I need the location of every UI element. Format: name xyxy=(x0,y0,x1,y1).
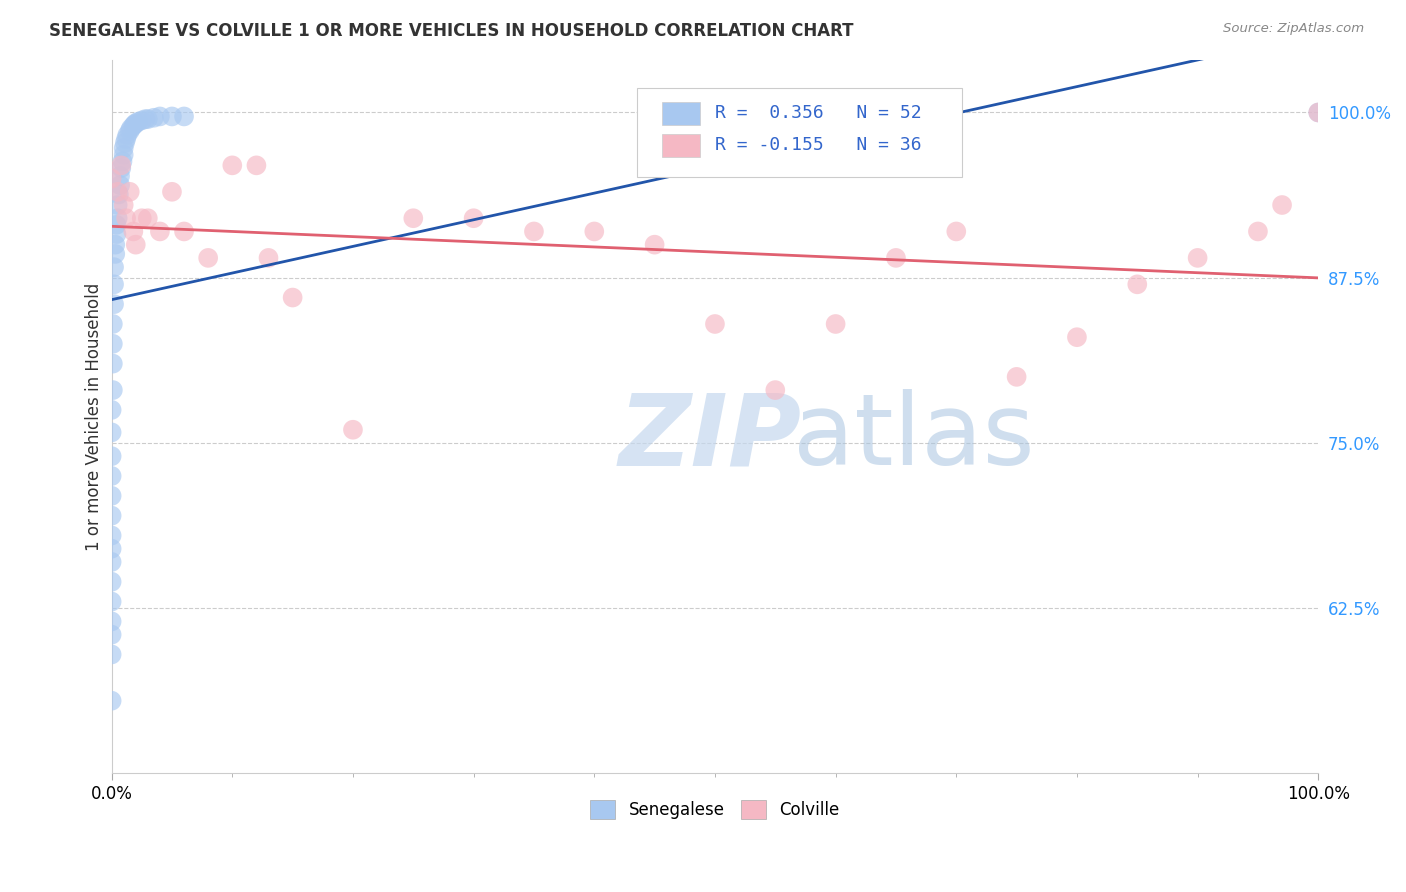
Point xyxy=(136,211,159,226)
Point xyxy=(111,154,134,169)
Point xyxy=(1126,277,1149,292)
Point xyxy=(103,297,125,311)
Point xyxy=(583,224,606,238)
FancyBboxPatch shape xyxy=(637,88,962,178)
Point xyxy=(100,469,122,483)
Point xyxy=(1066,330,1088,344)
Point xyxy=(115,211,138,226)
Point xyxy=(342,423,364,437)
Bar xyxy=(662,102,700,125)
Point xyxy=(112,198,135,212)
Point xyxy=(104,247,127,261)
Point xyxy=(107,185,129,199)
Point xyxy=(115,132,138,146)
Point xyxy=(945,224,967,238)
Point xyxy=(1308,105,1330,120)
Point xyxy=(108,178,131,193)
Point xyxy=(100,648,122,662)
Point xyxy=(100,574,122,589)
Point xyxy=(100,694,122,708)
Point xyxy=(112,141,135,155)
Point xyxy=(110,161,132,175)
Point xyxy=(101,383,124,397)
Point xyxy=(125,237,148,252)
Text: SENEGALESE VS COLVILLE 1 OR MORE VEHICLES IN HOUSEHOLD CORRELATION CHART: SENEGALESE VS COLVILLE 1 OR MORE VEHICLE… xyxy=(49,22,853,40)
Point xyxy=(257,251,280,265)
Point xyxy=(110,158,132,172)
Point xyxy=(173,110,195,124)
Point xyxy=(112,148,135,162)
Point xyxy=(100,615,122,629)
Point xyxy=(117,128,139,142)
Point xyxy=(134,112,156,127)
Point xyxy=(884,251,907,265)
Point xyxy=(142,111,165,125)
Point xyxy=(763,383,786,397)
Point xyxy=(103,260,125,274)
Point xyxy=(704,317,727,331)
Point xyxy=(122,119,145,133)
Point xyxy=(107,211,129,226)
Point xyxy=(1247,224,1270,238)
Point xyxy=(281,291,304,305)
Point xyxy=(120,121,142,136)
Point xyxy=(101,357,124,371)
Point xyxy=(101,317,124,331)
Point xyxy=(118,185,141,199)
Point xyxy=(118,124,141,138)
Point xyxy=(125,116,148,130)
Point xyxy=(108,169,131,183)
Point xyxy=(100,541,122,556)
Point xyxy=(221,158,243,172)
Point xyxy=(824,317,846,331)
Point xyxy=(131,113,153,128)
Text: Source: ZipAtlas.com: Source: ZipAtlas.com xyxy=(1223,22,1364,36)
Point xyxy=(100,627,122,641)
Point xyxy=(105,227,128,241)
Point xyxy=(100,555,122,569)
Point xyxy=(100,528,122,542)
Point xyxy=(100,594,122,608)
Point xyxy=(160,110,183,124)
Y-axis label: 1 or more Vehicles in Household: 1 or more Vehicles in Household xyxy=(86,283,103,550)
Point xyxy=(103,277,125,292)
Point xyxy=(122,224,145,238)
Text: R = -0.155   N = 36: R = -0.155 N = 36 xyxy=(716,136,921,154)
Point xyxy=(149,224,172,238)
Text: ZIP: ZIP xyxy=(619,390,801,486)
Point xyxy=(108,187,131,202)
Point xyxy=(644,237,666,252)
Point xyxy=(100,171,122,186)
Point xyxy=(100,489,122,503)
Point xyxy=(100,425,122,440)
Point xyxy=(1308,105,1330,120)
Point xyxy=(101,336,124,351)
Point xyxy=(100,508,122,523)
Point xyxy=(402,211,425,226)
Text: R =  0.356   N = 52: R = 0.356 N = 52 xyxy=(716,104,921,122)
Point xyxy=(127,114,149,128)
Point xyxy=(104,237,127,252)
Point xyxy=(100,449,122,463)
Legend: Senegalese, Colville: Senegalese, Colville xyxy=(583,793,846,826)
Bar xyxy=(662,134,700,157)
Point xyxy=(1005,369,1028,384)
Point xyxy=(1271,198,1294,212)
Point xyxy=(105,218,128,232)
Point xyxy=(160,185,183,199)
Point xyxy=(136,112,159,127)
Point xyxy=(463,211,485,226)
Point xyxy=(245,158,267,172)
Point xyxy=(197,251,219,265)
Point xyxy=(173,224,195,238)
Point xyxy=(100,403,122,417)
Point xyxy=(131,211,153,226)
Point xyxy=(107,198,129,212)
Point xyxy=(114,136,136,150)
Text: atlas: atlas xyxy=(793,390,1035,486)
Point xyxy=(124,117,146,131)
Point xyxy=(1187,251,1209,265)
Point xyxy=(523,224,546,238)
Point xyxy=(149,110,172,124)
